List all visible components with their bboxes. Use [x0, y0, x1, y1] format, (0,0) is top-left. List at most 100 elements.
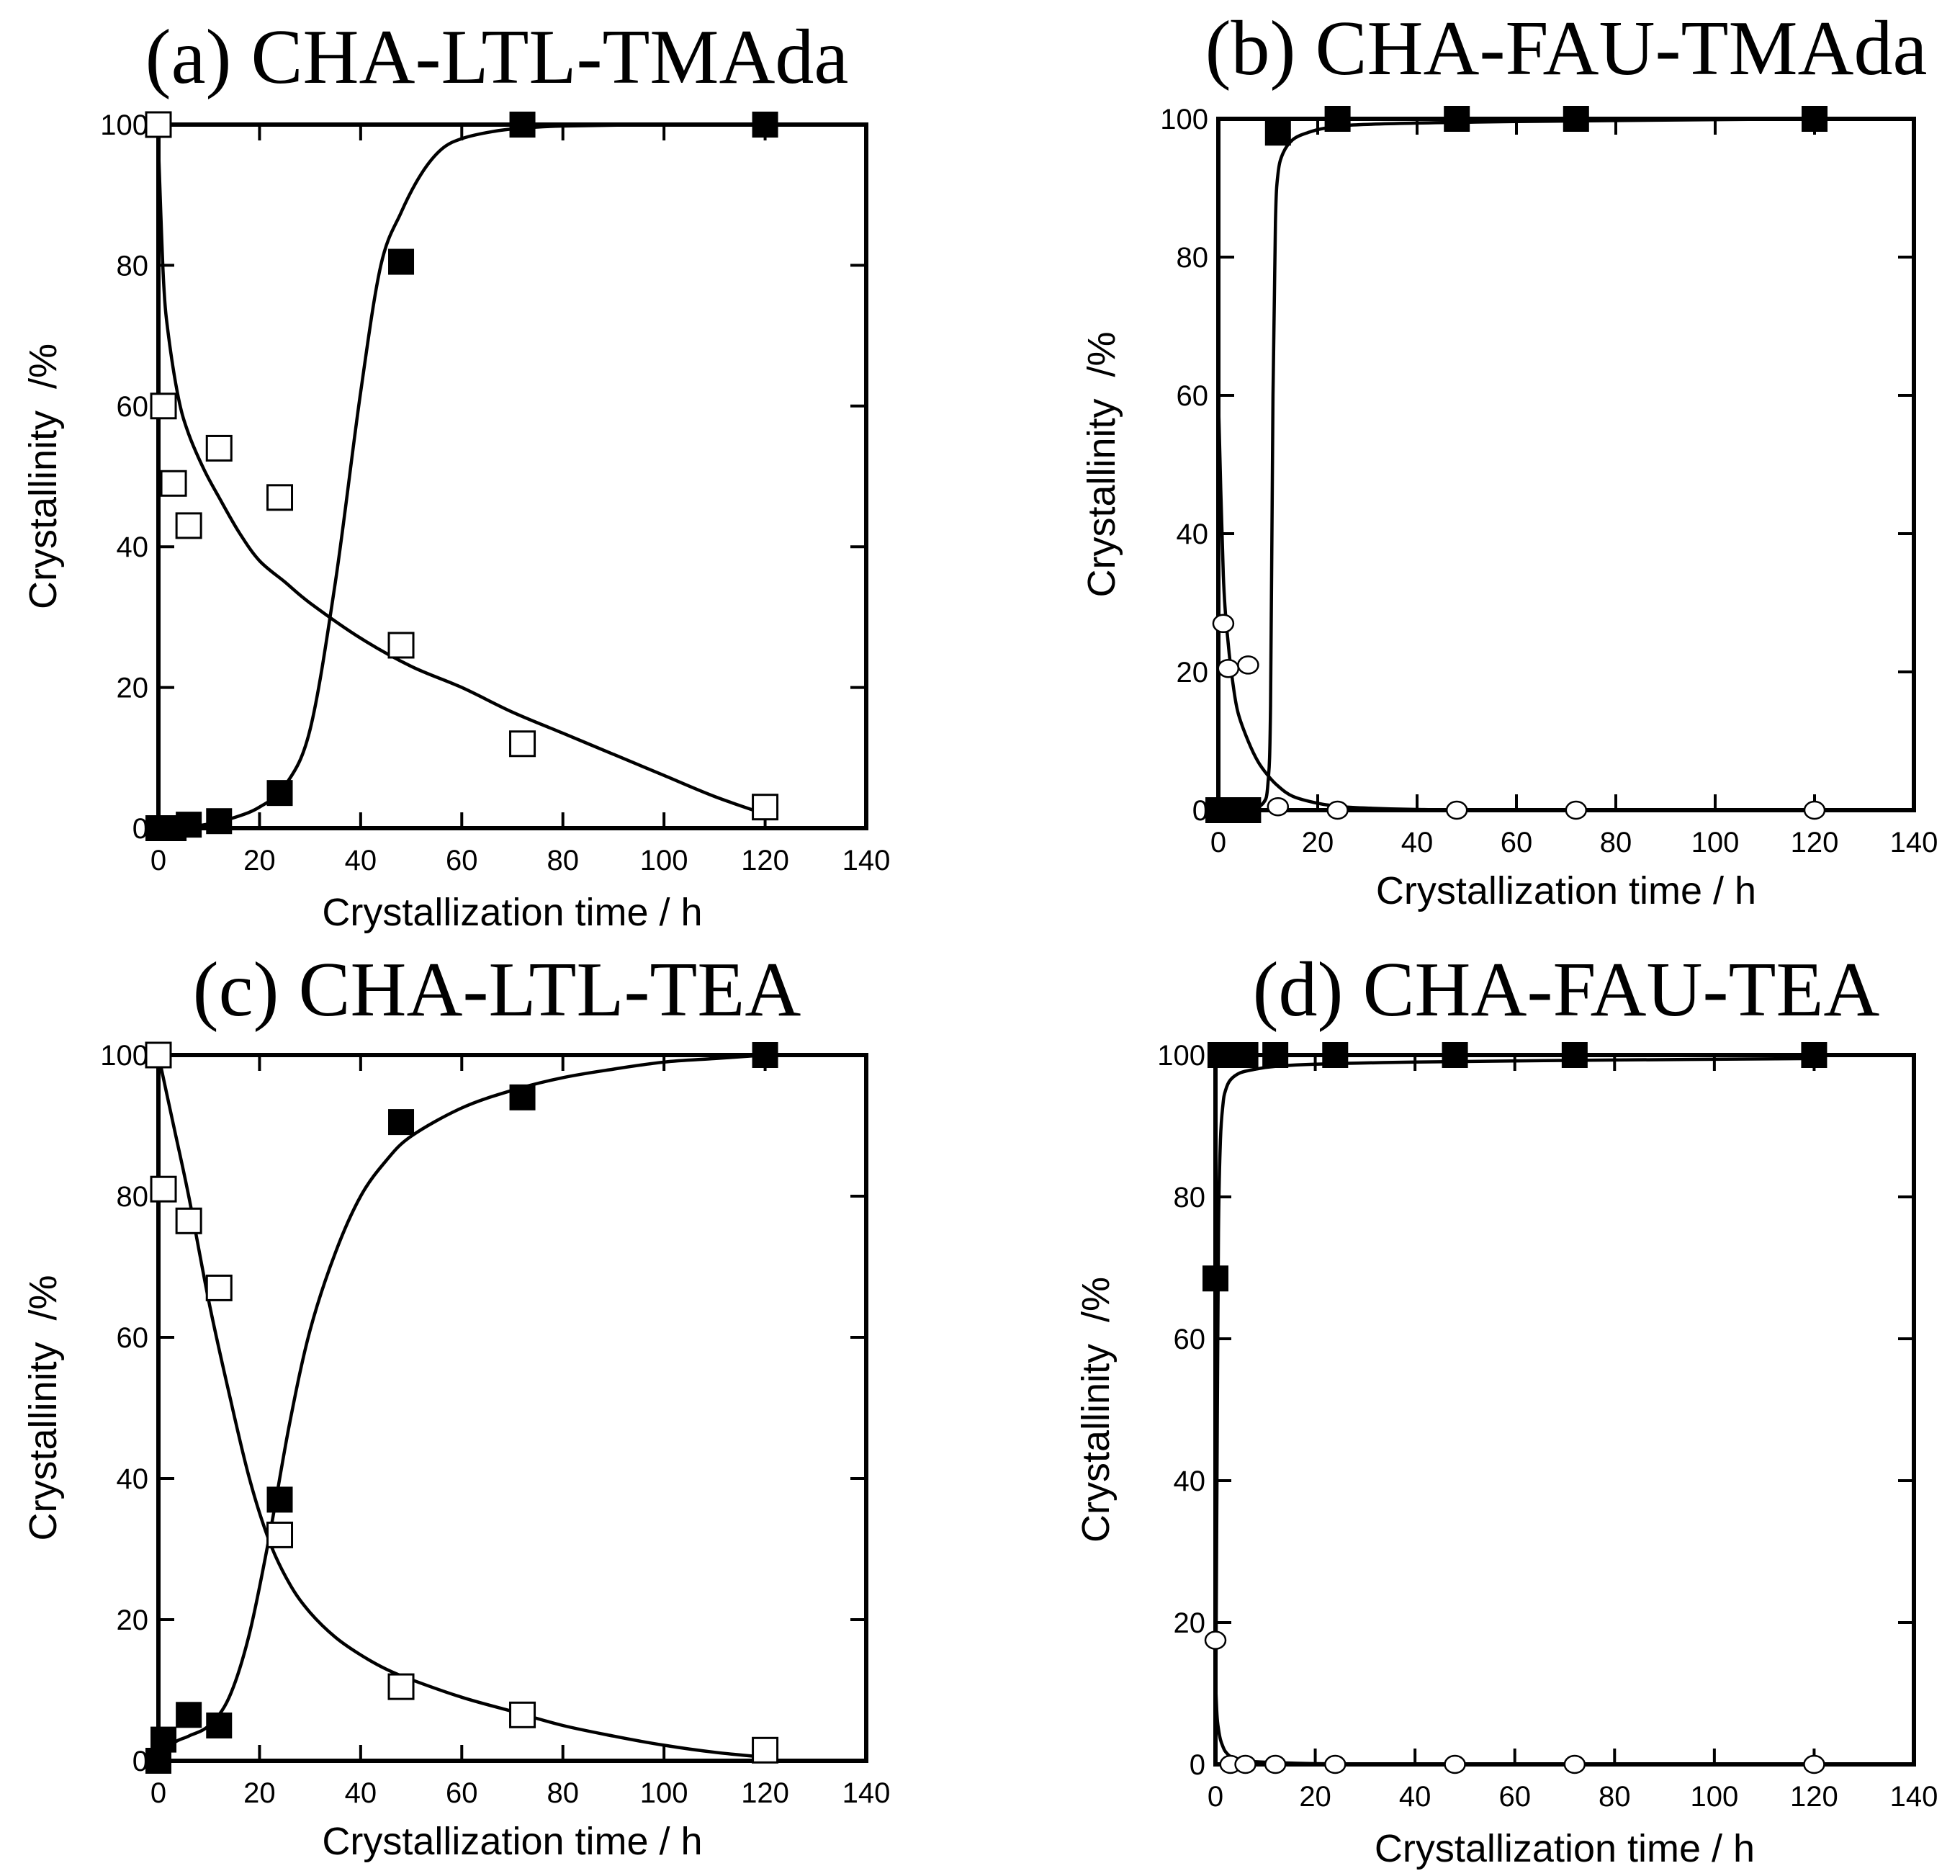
- x-tick-label: 60: [446, 1777, 478, 1809]
- data-point-open-square: [150, 1175, 177, 1203]
- data-point-open-square: [205, 1274, 233, 1301]
- x-axis-label: Crystallization time / h: [322, 891, 702, 934]
- x-tick-label: 140: [842, 1777, 891, 1809]
- data-point-open-square: [387, 632, 415, 659]
- data-point-filled-square: [388, 248, 415, 275]
- data-point-open-circle: [1445, 800, 1468, 820]
- data-point-open-circle: [1324, 1754, 1347, 1774]
- x-tick-label: 80: [547, 1777, 579, 1809]
- x-tick-label: 140: [842, 845, 891, 876]
- data-point-open-square: [175, 1207, 202, 1234]
- x-tick-label: 120: [741, 1777, 789, 1809]
- x-tick-label: 120: [741, 845, 789, 876]
- data-point-open-square: [266, 1521, 294, 1548]
- data-point-filled-square: [266, 1486, 293, 1513]
- x-tick-label: 20: [1299, 1781, 1331, 1813]
- y-tick-label: 40: [117, 531, 149, 563]
- x-tick-label: 80: [1600, 827, 1632, 858]
- y-axis-label: Crystallinity /%: [1074, 1277, 1118, 1543]
- data-point-filled-square: [1563, 106, 1589, 132]
- data-point-filled-square: [1444, 106, 1470, 132]
- data-point-open-circle: [1234, 1754, 1257, 1774]
- x-tick-label: 0: [150, 845, 166, 876]
- y-tick-label: 20: [1177, 657, 1209, 688]
- x-tick-label: 100: [640, 1777, 688, 1809]
- x-tick-label: 140: [1890, 1781, 1938, 1813]
- chart-title: (d) CHA-FAU-TEA: [1253, 947, 1880, 1033]
- data-point-open-circle: [1444, 1754, 1466, 1774]
- x-tick-label: 0: [150, 1777, 166, 1809]
- chart-panel-a: (a) CHA-LTL-TMAda 0 20 40 60 80 100 120 140 0 20 40…: [22, 14, 890, 934]
- y-tick-label: 0: [132, 1746, 148, 1777]
- data-point-open-square: [387, 1673, 415, 1700]
- data-point-open-circle: [1563, 1754, 1586, 1774]
- data-point-filled-square: [1324, 106, 1351, 132]
- y-tick-label: 60: [117, 1322, 149, 1354]
- x-tick-label: 20: [243, 1777, 276, 1809]
- y-tick-label: 80: [1177, 242, 1209, 274]
- data-point-filled-square: [509, 1084, 536, 1110]
- data-point-open-circle: [1217, 658, 1240, 678]
- data-point-open-square: [509, 1701, 536, 1728]
- y-tick-label: 40: [117, 1463, 149, 1495]
- chart-title: (a) CHA-LTL-TMAda: [145, 14, 849, 100]
- x-tick-label: 140: [1890, 827, 1938, 858]
- data-point-filled-square: [1322, 1042, 1349, 1068]
- data-point-open-circle: [1803, 800, 1826, 820]
- data-point-filled-square: [176, 812, 202, 838]
- x-tick-label: 60: [1498, 1781, 1531, 1813]
- data-point-open-square: [150, 392, 177, 420]
- x-tick-label: 120: [1791, 827, 1839, 858]
- fit-curve-0: [158, 122, 765, 830]
- y-tick-label: 0: [1192, 795, 1208, 827]
- x-axis-label: Crystallization time / h: [1375, 1827, 1755, 1870]
- y-tick-label: 60: [117, 391, 149, 423]
- data-point-filled-square: [206, 808, 233, 835]
- y-tick-label: 20: [117, 1605, 149, 1636]
- data-point-open-square: [509, 730, 536, 758]
- x-tick-label: 20: [1302, 827, 1334, 858]
- data-point-filled-square: [1264, 120, 1291, 146]
- data-point-open-square: [175, 512, 202, 539]
- data-point-open-circle: [1326, 800, 1349, 820]
- x-tick-label: 120: [1790, 1781, 1838, 1813]
- x-tick-label: 40: [345, 845, 377, 876]
- y-tick-label: 100: [100, 109, 148, 141]
- x-tick-label: 40: [1399, 1781, 1431, 1813]
- x-axis-label: Crystallization time / h: [1376, 869, 1756, 912]
- data-point-filled-square: [1232, 1042, 1259, 1068]
- chart-title: (c) CHA-LTL-TEA: [193, 947, 801, 1033]
- fit-curve-0: [1213, 1056, 1815, 1765]
- x-tick-label: 60: [1501, 827, 1533, 858]
- data-point-filled-square: [176, 1702, 202, 1728]
- data-point-filled-square: [1561, 1042, 1588, 1068]
- data-point-filled-square: [509, 112, 536, 138]
- data-point-open-circle: [1237, 655, 1259, 675]
- data-point-open-circle: [1267, 796, 1290, 817]
- data-point-open-circle: [1565, 800, 1588, 820]
- y-axis-label: Crystallinity /%: [1080, 331, 1123, 597]
- plot-frame: [1213, 1053, 1916, 1767]
- y-tick-label: 60: [1174, 1324, 1206, 1355]
- data-point-open-circle: [1803, 1754, 1825, 1774]
- data-point-open-circle: [1204, 1630, 1227, 1650]
- y-tick-label: 40: [1174, 1466, 1206, 1497]
- y-tick-label: 80: [1174, 1182, 1206, 1213]
- y-axis-label: Crystallinity /%: [22, 1275, 65, 1540]
- data-point-filled-square: [388, 1109, 415, 1136]
- y-tick-label: 40: [1177, 519, 1209, 550]
- y-tick-label: 100: [100, 1040, 148, 1072]
- x-tick-label: 20: [243, 845, 276, 876]
- data-point-open-square: [752, 1736, 779, 1764]
- y-tick-label: 0: [1190, 1749, 1205, 1781]
- plot-frame: [156, 1053, 868, 1763]
- x-tick-label: 0: [1210, 827, 1226, 858]
- data-point-filled-square: [150, 1726, 177, 1753]
- data-point-filled-square: [1262, 1042, 1289, 1068]
- data-point-filled-square: [752, 1042, 778, 1068]
- y-tick-label: 100: [1160, 104, 1208, 135]
- data-point-filled-square: [1235, 797, 1262, 823]
- x-tick-label: 100: [1690, 1781, 1738, 1813]
- x-tick-label: 80: [1599, 1781, 1631, 1813]
